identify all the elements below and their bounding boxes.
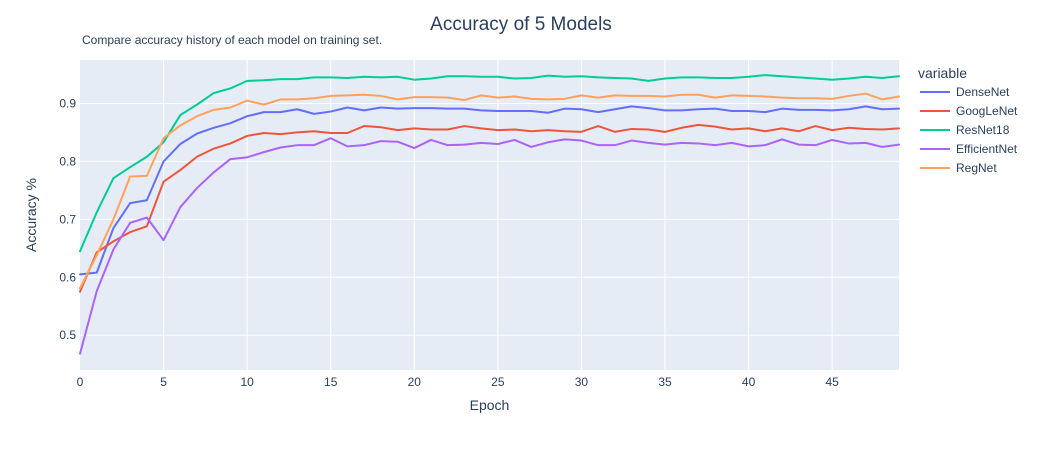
chart-subtitle: Compare accuracy history of each model o… xyxy=(82,33,382,47)
y-gridlines xyxy=(80,102,899,336)
x-tick-label: 20 xyxy=(408,375,422,389)
chart-title: Accuracy of 5 Models xyxy=(430,14,612,35)
legend-label: DenseNet xyxy=(956,85,1010,99)
legend-label: ResNet18 xyxy=(956,123,1010,137)
legend-label: GoogLeNet xyxy=(956,104,1018,118)
plot-background xyxy=(80,60,899,370)
series-line-googlenet xyxy=(79,123,900,293)
legend-item-regnet[interactable]: RegNet xyxy=(920,161,997,175)
series-lines xyxy=(79,74,900,355)
legend-item-efficientnet[interactable]: EfficientNet xyxy=(920,142,1018,156)
legend-title: variable xyxy=(918,65,967,81)
x-tick-label: 35 xyxy=(658,375,672,389)
legend-label: EfficientNet xyxy=(956,142,1018,156)
x-tick-label: 30 xyxy=(575,375,589,389)
x-tick-label: 40 xyxy=(742,375,756,389)
y-axis-title: Accuracy % xyxy=(23,178,39,252)
x-axis-title: Epoch xyxy=(470,397,510,413)
y-tick-label: 0.5 xyxy=(59,328,76,342)
x-tick-label: 25 xyxy=(491,375,505,389)
y-tick-labels: 0.5 0.6 0.7 0.8 0.9 xyxy=(59,96,76,342)
y-tick-label: 0.8 xyxy=(59,154,76,168)
y-tick-label: 0.7 xyxy=(59,212,76,226)
x-tick-label: 0 xyxy=(77,375,84,389)
legend-item-resnet18[interactable]: ResNet18 xyxy=(920,123,1010,137)
legend-label: RegNet xyxy=(956,161,997,175)
x-tick-labels: 0 5 10 15 20 25 30 35 40 45 xyxy=(77,375,839,389)
legend-items[interactable]: DenseNet GoogLeNet ResNet18 EfficientNet Reg… xyxy=(920,85,1018,175)
series-line-densenet xyxy=(79,105,900,276)
x-tick-label: 15 xyxy=(324,375,338,389)
legend-item-googlenet[interactable]: GoogLeNet xyxy=(920,104,1018,118)
x-tick-label: 10 xyxy=(240,375,254,389)
series-line-regnet xyxy=(79,92,900,290)
legend[interactable]: variable DenseNet GoogLeNet ResNet18 Effici… xyxy=(918,65,1018,175)
x-tick-label: 5 xyxy=(160,375,167,389)
x-tick-label: 45 xyxy=(825,375,839,389)
legend-item-densenet[interactable]: DenseNet xyxy=(920,85,1010,99)
series-line-resnet18 xyxy=(79,74,900,253)
series-line-efficientnet xyxy=(79,137,900,355)
y-tick-label: 0.6 xyxy=(59,270,76,284)
y-tick-label: 0.9 xyxy=(59,96,76,110)
